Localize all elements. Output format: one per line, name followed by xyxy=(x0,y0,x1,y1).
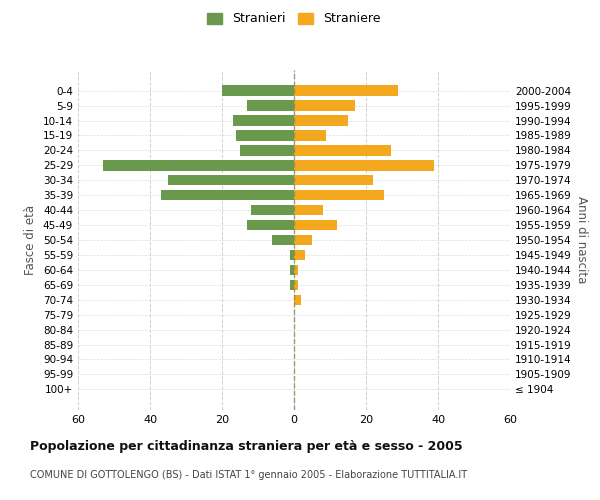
Bar xyxy=(294,250,305,260)
Bar xyxy=(294,205,323,216)
Bar xyxy=(294,145,391,156)
Bar xyxy=(294,160,434,170)
Bar xyxy=(290,280,294,290)
Text: Popolazione per cittadinanza straniera per età e sesso - 2005: Popolazione per cittadinanza straniera p… xyxy=(30,440,463,453)
Bar xyxy=(222,86,294,96)
Legend: Stranieri, Straniere: Stranieri, Straniere xyxy=(203,8,385,29)
Bar xyxy=(294,190,384,200)
Bar xyxy=(294,235,312,245)
Bar xyxy=(233,116,294,126)
Bar xyxy=(236,130,294,140)
Bar xyxy=(247,100,294,111)
Bar xyxy=(251,205,294,216)
Bar xyxy=(290,250,294,260)
Text: COMUNE DI GOTTOLENGO (BS) - Dati ISTAT 1° gennaio 2005 - Elaborazione TUTTITALIA: COMUNE DI GOTTOLENGO (BS) - Dati ISTAT 1… xyxy=(30,470,467,480)
Bar xyxy=(294,264,298,275)
Bar xyxy=(103,160,294,170)
Bar xyxy=(272,235,294,245)
Bar xyxy=(294,86,398,96)
Bar xyxy=(290,264,294,275)
Bar xyxy=(247,220,294,230)
Bar xyxy=(168,175,294,186)
Bar xyxy=(294,294,301,305)
Bar xyxy=(294,100,355,111)
Bar xyxy=(294,116,348,126)
Bar xyxy=(161,190,294,200)
Bar xyxy=(294,280,298,290)
Bar xyxy=(294,130,326,140)
Bar xyxy=(294,220,337,230)
Bar xyxy=(294,175,373,186)
Y-axis label: Anni di nascita: Anni di nascita xyxy=(575,196,588,284)
Y-axis label: Fasce di età: Fasce di età xyxy=(25,205,37,275)
Bar xyxy=(240,145,294,156)
